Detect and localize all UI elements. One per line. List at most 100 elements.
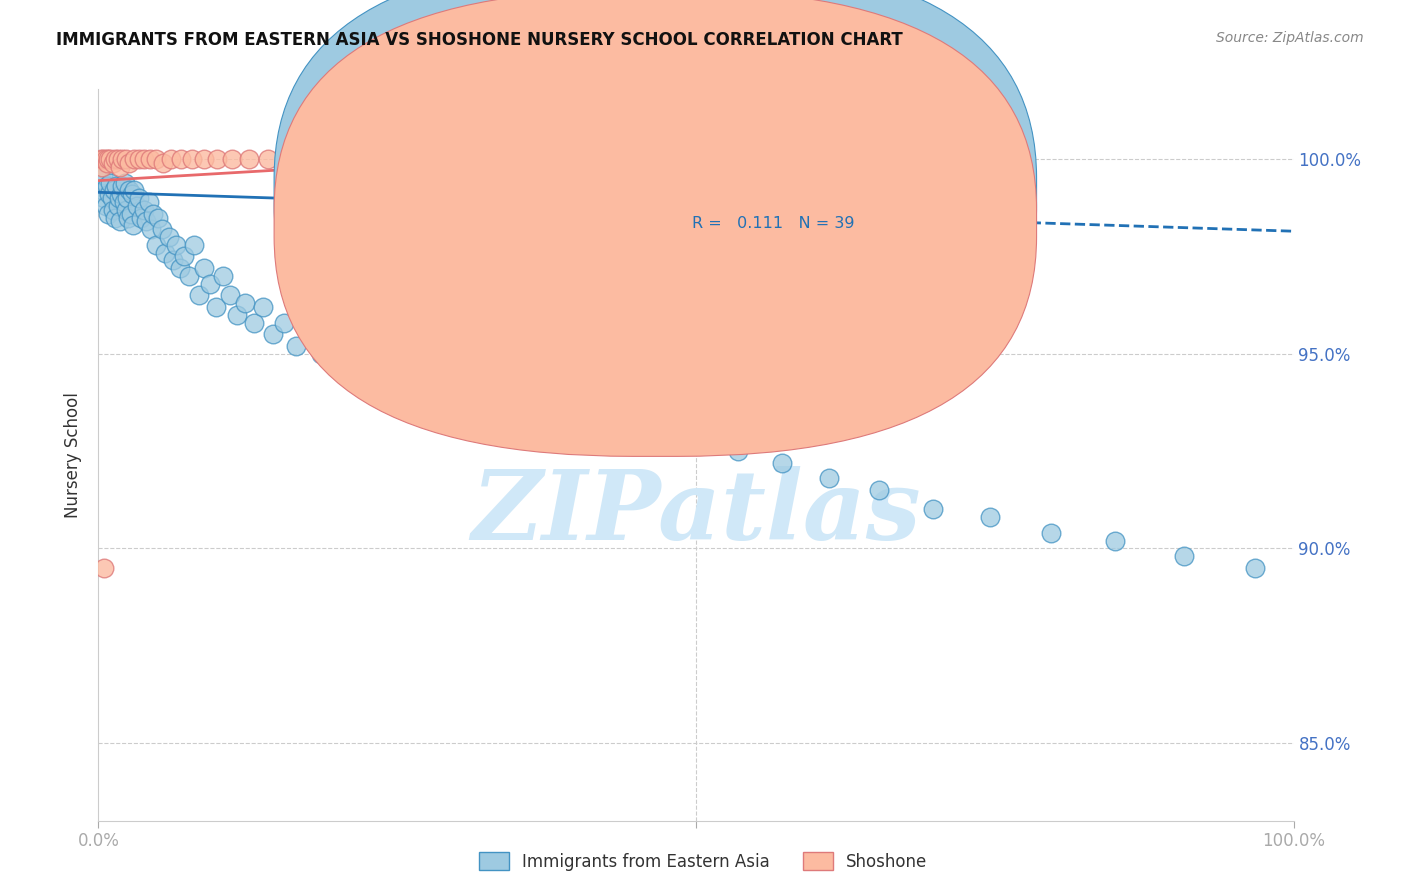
- Point: [924, 288, 946, 302]
- Point: [441, 359, 464, 373]
- Legend: Immigrants from Eastern Asia, Shoshone: Immigrants from Eastern Asia, Shoshone: [470, 844, 936, 880]
- Point: [392, 153, 415, 167]
- Point: [91, 153, 114, 167]
- Point: [302, 153, 325, 167]
- Point: [128, 153, 150, 167]
- Point: [105, 179, 128, 194]
- Point: [122, 219, 145, 233]
- FancyBboxPatch shape: [274, 0, 1036, 425]
- Point: [139, 222, 162, 236]
- Point: [868, 483, 890, 497]
- Point: [96, 179, 118, 194]
- Point: [165, 237, 187, 252]
- Point: [94, 199, 117, 213]
- Point: [107, 153, 129, 167]
- Point: [359, 339, 381, 353]
- Point: [546, 385, 568, 400]
- Point: [340, 354, 363, 368]
- Point: [309, 347, 332, 361]
- Point: [517, 393, 540, 408]
- Point: [100, 191, 122, 205]
- Point: [1173, 549, 1195, 563]
- Point: [727, 444, 749, 458]
- Point: [170, 153, 193, 167]
- Point: [94, 153, 117, 167]
- Point: [471, 153, 494, 167]
- Point: [221, 153, 243, 167]
- Point: [204, 300, 226, 314]
- Point: [817, 471, 839, 485]
- Point: [104, 153, 127, 167]
- Point: [465, 385, 488, 400]
- Point: [162, 253, 184, 268]
- Point: [115, 153, 138, 167]
- Point: [329, 153, 352, 167]
- Point: [180, 153, 202, 167]
- Point: [132, 202, 155, 217]
- Point: [219, 288, 242, 302]
- Point: [491, 377, 513, 392]
- Point: [238, 153, 260, 167]
- Point: [111, 179, 134, 194]
- Point: [128, 191, 150, 205]
- Point: [103, 183, 125, 197]
- Point: [124, 183, 146, 197]
- Point: [114, 176, 136, 190]
- Point: [685, 433, 707, 447]
- Point: [770, 456, 793, 470]
- Point: [183, 237, 205, 252]
- Point: [135, 214, 157, 228]
- Point: [278, 153, 301, 167]
- Point: [120, 207, 142, 221]
- Point: [90, 171, 112, 186]
- Point: [235, 296, 257, 310]
- Point: [205, 153, 228, 167]
- Point: [108, 214, 131, 228]
- Point: [323, 335, 346, 350]
- Point: [262, 327, 284, 342]
- Point: [157, 230, 180, 244]
- Point: [148, 211, 170, 225]
- Point: [378, 366, 401, 380]
- Point: [243, 316, 266, 330]
- Point: [115, 191, 138, 205]
- FancyBboxPatch shape: [613, 162, 983, 253]
- Point: [91, 160, 114, 174]
- Point: [150, 222, 173, 236]
- Point: [139, 153, 162, 167]
- Point: [98, 187, 121, 202]
- Text: ZIPatlas: ZIPatlas: [471, 467, 921, 560]
- Point: [257, 153, 280, 167]
- Point: [419, 374, 441, 388]
- Point: [226, 308, 249, 322]
- Point: [97, 153, 120, 167]
- Point: [173, 250, 195, 264]
- Point: [647, 401, 669, 416]
- Point: [145, 153, 167, 167]
- Point: [187, 288, 209, 302]
- Point: [98, 153, 122, 167]
- Point: [211, 268, 233, 283]
- Point: [145, 237, 167, 252]
- Point: [179, 268, 201, 283]
- Point: [118, 156, 141, 170]
- Point: [118, 183, 141, 197]
- Point: [112, 194, 135, 209]
- Point: [111, 153, 134, 167]
- Point: [91, 183, 114, 197]
- Point: [979, 510, 1001, 524]
- Point: [297, 323, 319, 337]
- Point: [1039, 525, 1062, 540]
- Point: [169, 261, 191, 276]
- Point: [108, 160, 131, 174]
- Point: [121, 187, 143, 202]
- Text: IMMIGRANTS FROM EASTERN ASIA VS SHOSHONE NURSERY SCHOOL CORRELATION CHART: IMMIGRANTS FROM EASTERN ASIA VS SHOSHONE…: [56, 31, 903, 49]
- Point: [517, 153, 540, 167]
- Point: [193, 261, 215, 276]
- Point: [115, 202, 138, 217]
- Text: R = -0.097   N = 99: R = -0.097 N = 99: [692, 184, 851, 199]
- Y-axis label: Nursery School: Nursery School: [65, 392, 83, 518]
- Point: [91, 168, 114, 182]
- Point: [284, 339, 307, 353]
- Point: [101, 202, 124, 217]
